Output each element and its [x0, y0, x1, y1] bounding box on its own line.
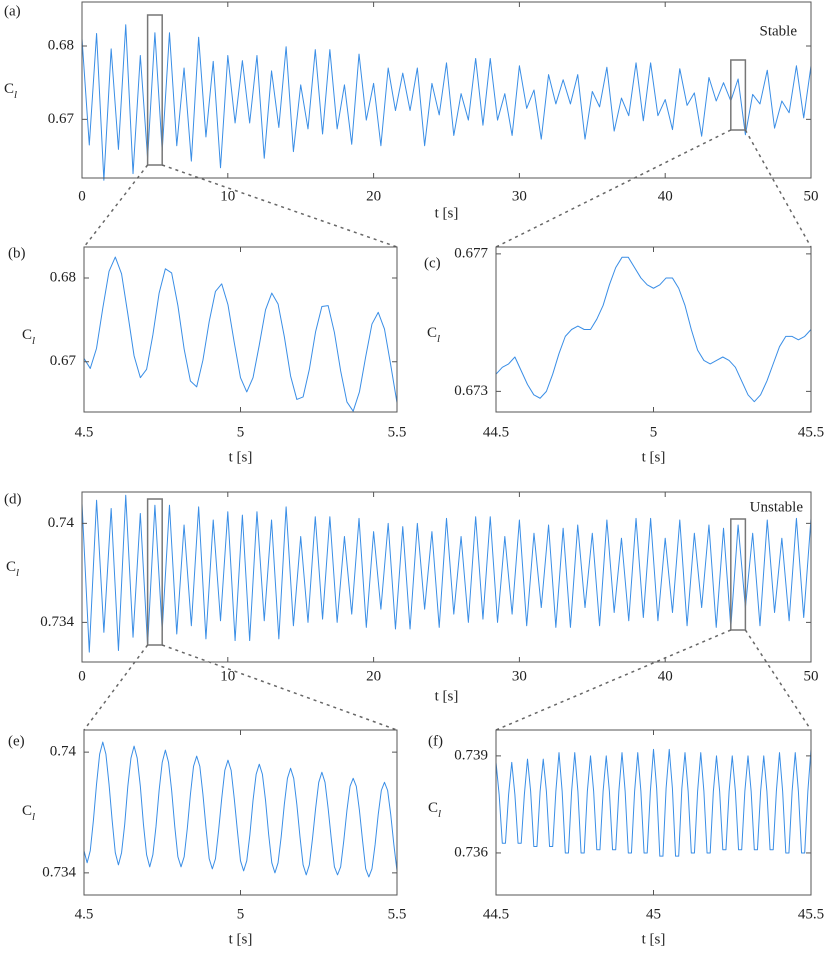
zoom-connector [495, 629, 732, 731]
zoom-connector [744, 129, 812, 248]
y-axis-label: Cl [22, 803, 35, 822]
x-tick-label: 40 [658, 188, 673, 204]
y-label-sub: l [16, 567, 19, 579]
panel-label: (d) [4, 491, 22, 507]
x-tick-label: 45.5 [798, 424, 824, 440]
y-label-sub: l [438, 808, 441, 820]
y-label-base: C [22, 803, 32, 819]
y-label-base: C [4, 81, 14, 97]
signal-line [495, 256, 812, 403]
signal-line [81, 494, 812, 653]
x-tick-label: 5 [650, 424, 658, 440]
x-tick-label: 5.5 [388, 906, 407, 922]
zoom-box [146, 498, 163, 646]
x-axis-label: t [s] [229, 449, 253, 465]
y-axis-label: Cl [6, 559, 19, 578]
plot-frame [81, 491, 812, 663]
y-tick-label: 0.67 [48, 111, 75, 127]
y-tick-label: 0.68 [48, 37, 74, 53]
y-tick-label: 0.68 [50, 269, 76, 285]
x-tick-label: 5 [237, 424, 245, 440]
y-axis-label: Cl [428, 800, 441, 819]
x-tick-label: 20 [366, 188, 381, 204]
y-label-base: C [6, 559, 16, 575]
y-axis-label: Cl [427, 325, 440, 344]
x-tick-label: 45 [646, 906, 661, 922]
y-label-base: C [22, 327, 32, 343]
x-axis-label: t [s] [435, 688, 459, 704]
plot-frame [81, 1, 812, 179]
panel-label: (c) [424, 255, 441, 271]
y-tick-label: 0.673 [454, 383, 488, 399]
zoom-connector [495, 129, 732, 248]
x-tick-label: 0 [78, 668, 86, 684]
y-label-base: C [427, 325, 437, 341]
signal-line [83, 256, 398, 412]
y-axis-label: Cl [4, 81, 17, 100]
y-tick-label: 0.734 [40, 614, 74, 630]
x-tick-label: 45.5 [798, 906, 824, 922]
x-axis-label: t [s] [435, 205, 459, 221]
x-tick-label: 10 [220, 668, 235, 684]
panel-label: (a) [4, 3, 21, 19]
x-tick-label: 4.5 [75, 906, 94, 922]
x-tick-label: 30 [512, 668, 527, 684]
x-tick-label: 50 [804, 668, 819, 684]
zoom-box [146, 14, 163, 166]
plot-frame [83, 729, 398, 896]
y-tick-label: 0.74 [48, 515, 75, 531]
zoom-connector [161, 644, 398, 731]
x-tick-label: 50 [804, 188, 819, 204]
x-tick-label: 30 [512, 188, 527, 204]
panel-label: (f) [428, 733, 443, 749]
y-label-base: C [428, 800, 438, 816]
x-axis-label: t [s] [229, 931, 253, 947]
signal-line [83, 741, 398, 878]
zoom-box [730, 59, 747, 131]
y-label-sub: l [32, 811, 35, 823]
y-tick-label: 0.74 [50, 744, 77, 760]
annotation: Stable [760, 23, 798, 39]
zoom-connector [83, 164, 149, 248]
y-tick-label: 0.734 [42, 864, 76, 880]
signal-line [495, 748, 812, 857]
x-tick-label: 20 [366, 668, 381, 684]
x-tick-label: 0 [78, 188, 86, 204]
x-tick-label: 5 [237, 906, 245, 922]
x-axis-label: t [s] [642, 931, 666, 947]
panel-label: (b) [8, 245, 26, 261]
y-tick-label: 0.67 [50, 353, 77, 369]
x-tick-label: 40 [658, 668, 673, 684]
panel-label: (e) [8, 733, 25, 749]
y-label-sub: l [437, 333, 440, 345]
y-label-sub: l [32, 335, 35, 347]
x-tick-label: 44.5 [483, 906, 509, 922]
x-tick-label: 10 [220, 188, 235, 204]
plot-frame [83, 246, 398, 413]
y-tick-label: 0.739 [454, 747, 488, 763]
y-label-sub: l [14, 89, 17, 101]
annotation: Unstable [750, 499, 804, 515]
x-tick-label: 44.5 [483, 424, 509, 440]
x-tick-label: 4.5 [75, 424, 94, 440]
zoom-connector [83, 644, 149, 731]
x-axis-label: t [s] [642, 449, 666, 465]
signal-line [81, 24, 812, 181]
zoom-box [730, 518, 747, 631]
x-tick-label: 5.5 [388, 424, 407, 440]
y-tick-label: 0.677 [454, 245, 488, 261]
y-tick-label: 0.736 [454, 844, 488, 860]
zoom-connector [161, 164, 398, 248]
y-axis-label: Cl [22, 327, 35, 346]
zoom-connector [744, 629, 812, 731]
